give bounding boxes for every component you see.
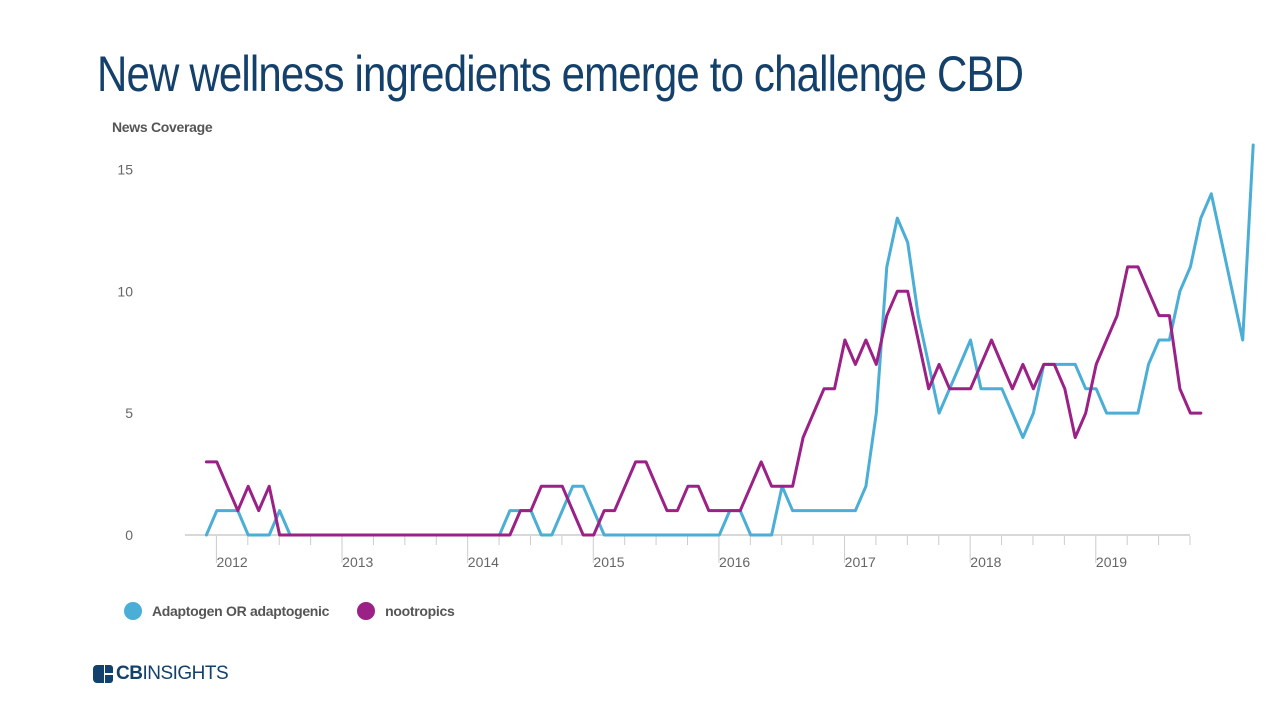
x-tick-label: 2012 [217, 554, 248, 570]
series-line-adaptogen [204, 143, 1255, 537]
cb-insights-logo: CBINSIGHTS [93, 663, 229, 685]
series-line-nootropics [204, 265, 1203, 537]
legend-item-adaptogen[interactable]: Adaptogen OR adaptogenic [124, 602, 329, 620]
page-title: New wellness ingredients emerge to chall… [97, 46, 1024, 102]
legend-swatch-nootropics [357, 602, 376, 620]
cb-insights-logo-icon [93, 665, 113, 683]
legend-label-adaptogen: Adaptogen OR adaptogenic [152, 603, 330, 619]
y-tick-label: 5 [125, 405, 133, 421]
legend-item-nootropics[interactable]: nootropics [357, 602, 455, 620]
y-tick-label: 15 [117, 161, 133, 177]
x-tick-label: 2019 [1096, 554, 1127, 570]
y-tick-label: 0 [125, 527, 133, 543]
legend-swatch-adaptogen [124, 602, 142, 620]
legend-label-nootropics: nootropics [385, 603, 455, 619]
x-tick-label: 2016 [719, 554, 750, 570]
y-axis-label: News Coverage [112, 119, 213, 135]
x-tick-label: 2017 [845, 554, 876, 570]
x-tick-label: 2018 [970, 554, 1001, 570]
legend: Adaptogen OR adaptogenic nootropics [124, 602, 482, 620]
x-tick-label: 2015 [593, 554, 624, 570]
brand-name: CBINSIGHTS [116, 663, 229, 684]
y-tick-label: 10 [117, 283, 133, 299]
x-tick-label: 2014 [468, 554, 499, 570]
x-tick-label: 2013 [342, 554, 373, 570]
